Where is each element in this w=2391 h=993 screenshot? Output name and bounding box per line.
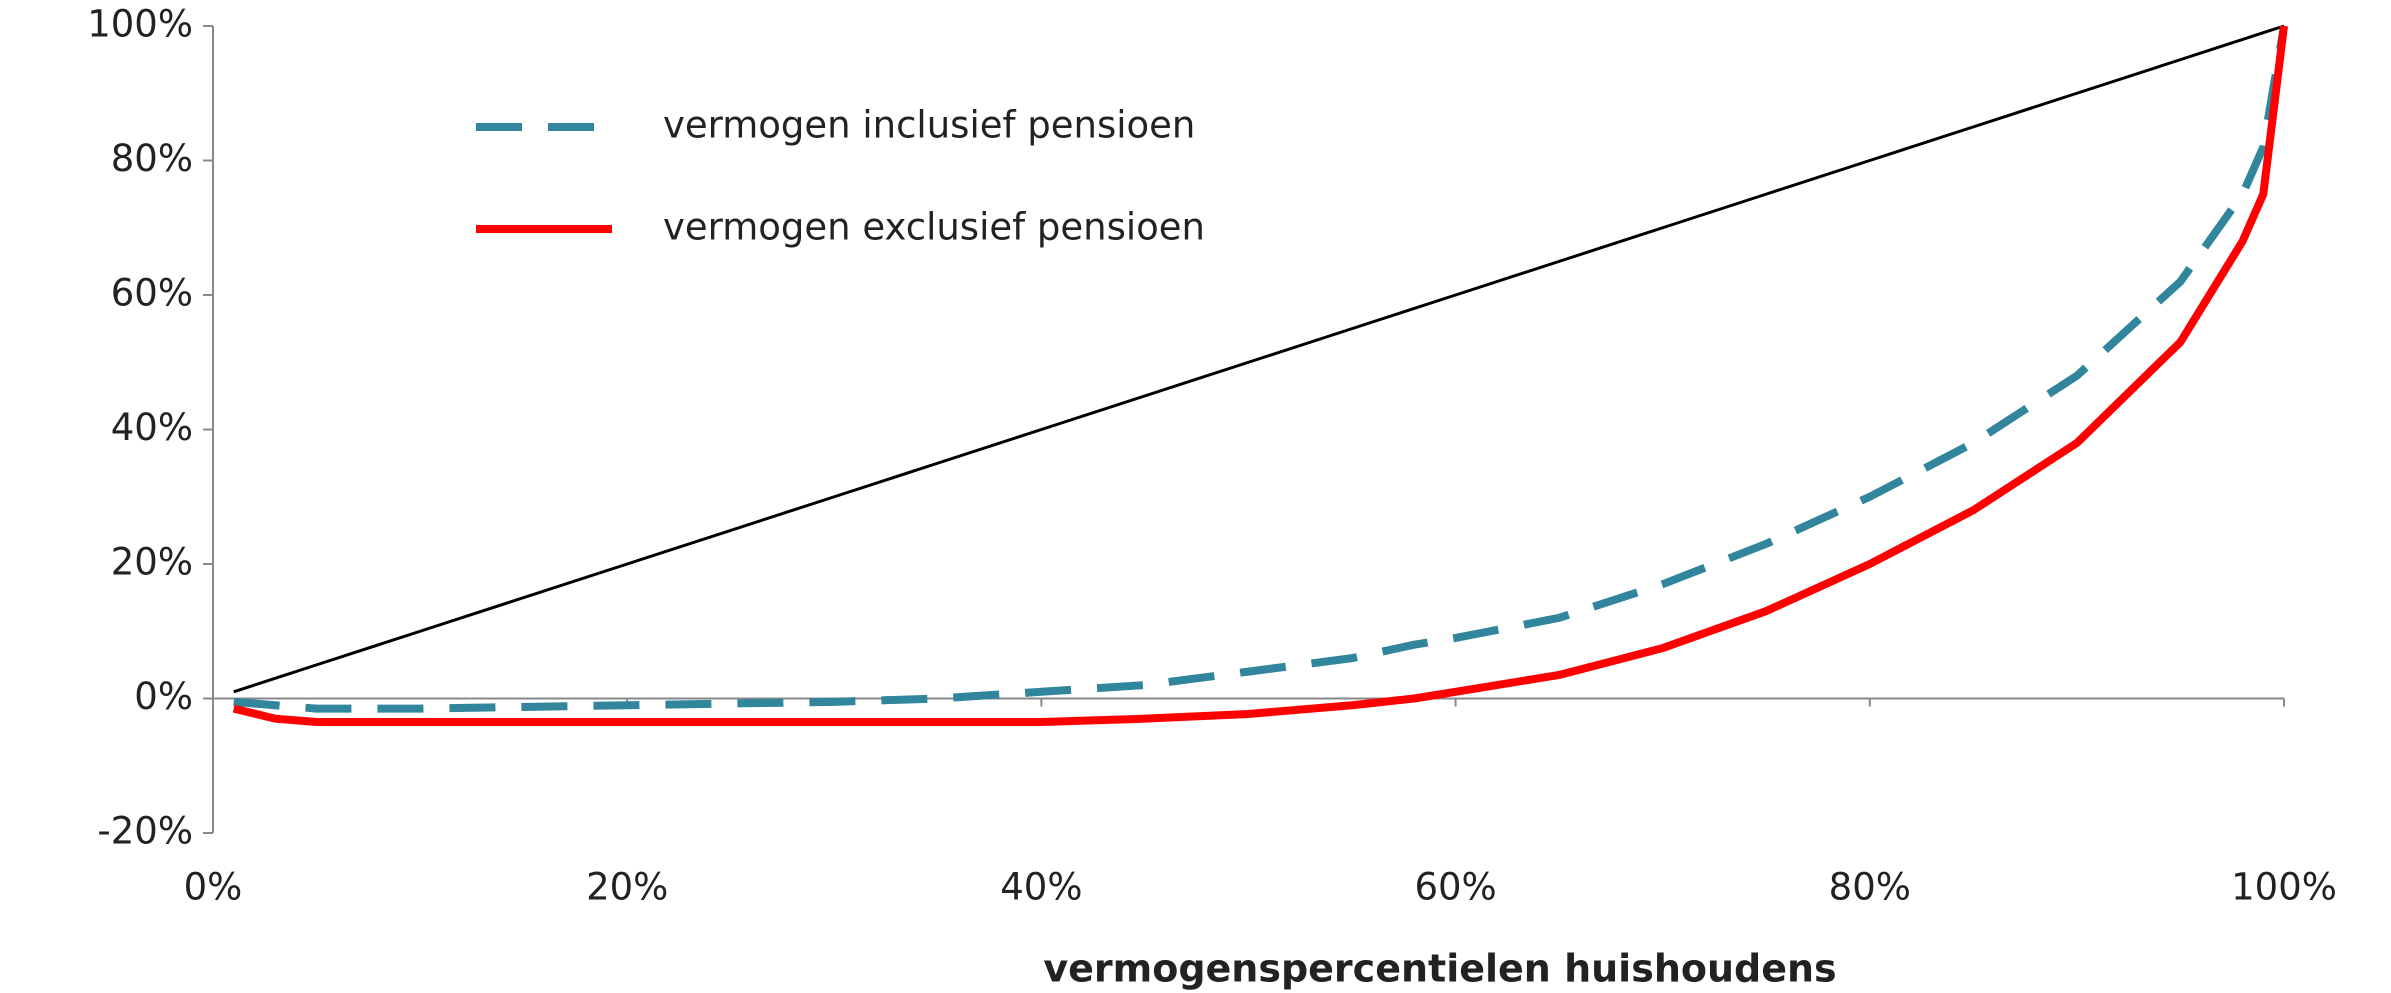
x-tick-label: 100% [2231, 866, 2337, 909]
series-line [233, 24, 2285, 694]
x-axis-title: vermogenspercentielen huishoudens [1043, 947, 1836, 991]
y-tick-label: 60% [111, 272, 193, 315]
y-tick-label: -20% [97, 810, 193, 853]
legend-label: vermogen inclusief pensioen [663, 104, 1195, 147]
x-tick-label: 80% [1829, 866, 1911, 909]
series-line [233, 25, 2288, 713]
legend-label: vermogen exclusief pensioen [663, 206, 1205, 249]
series-line [232, 25, 2288, 727]
y-tick-label: 40% [111, 406, 193, 449]
x-tick-label: 40% [1000, 866, 1082, 909]
x-tick-label: 20% [586, 866, 668, 909]
y-tick-label: 20% [111, 541, 193, 584]
y-tick-label: 100% [87, 3, 193, 46]
y-tick-label: 0% [134, 675, 193, 718]
x-tick-label: 60% [1414, 866, 1496, 909]
x-tick-label: 0% [184, 866, 243, 909]
y-tick-label: 80% [111, 137, 193, 180]
